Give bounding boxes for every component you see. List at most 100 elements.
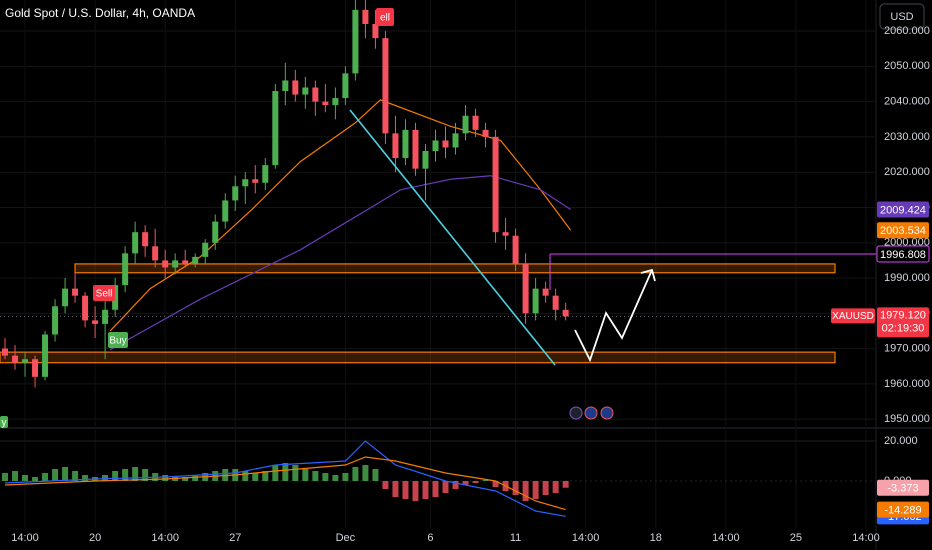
candle-body [292,80,299,95]
candle-body [532,288,539,314]
y-tick-label: 2060.000 [884,25,930,37]
candle-body [422,151,429,169]
symbol: XAUUSD [832,311,874,322]
candle-body [72,288,79,296]
x-tick-label: 25 [790,532,802,544]
candle-body [32,359,39,377]
candle-body [472,115,479,130]
signal-label: y [2,418,7,429]
histogram-bar [522,481,529,501]
y-tick-label: 2020.000 [884,166,930,178]
candle-body [172,260,179,268]
histogram-bar [242,471,249,481]
histogram-bar [72,471,79,481]
histogram-bar [552,481,559,493]
symbol-badge [831,308,875,324]
candle-body [322,101,329,106]
candle-body [92,320,99,324]
candle-body [202,242,209,257]
histogram-bar [452,481,459,489]
candle-body [452,133,459,148]
ma-tag: 2009.424 [880,204,926,216]
histogram-bar [402,481,409,499]
histogram-bar [22,475,29,481]
histogram-tag: -3.373 [887,483,918,495]
candle-body [522,263,529,314]
histogram-bar [312,471,319,481]
candle-body [492,136,499,233]
candle-body [332,98,339,106]
zone [0,351,836,364]
histogram-bar [412,481,419,501]
candle-body [212,221,219,243]
histogram-bar [382,481,389,489]
level-tag: 1996.808 [880,249,926,261]
x-tick-label: 20 [89,532,101,544]
histogram-bar [372,469,379,481]
candle-body [232,186,239,201]
candle-body [272,91,279,166]
histogram-bar [422,481,429,499]
indicator-line [4,440,566,517]
candle-body [132,232,139,254]
x-tick-label: 27 [229,532,241,544]
candle-body [372,23,379,39]
histogram-bar [82,475,89,481]
moving-average [109,175,571,351]
histogram-bar [112,471,119,481]
y2-tick-label: 20.000 [884,435,918,447]
histogram-bar [42,473,49,481]
candle-body [482,129,489,137]
currency-button[interactable] [879,3,925,30]
signal-badge [376,8,394,26]
candle-body [252,179,259,183]
histogram-bar [432,481,439,497]
candle-body [192,256,199,264]
candle-body [392,133,399,159]
x-tick-label: Dec [336,532,356,544]
last-price-tag-bg [877,307,929,338]
histogram-bar [162,475,169,481]
x-tick-label: 14:00 [852,532,880,544]
event-icon [584,406,598,420]
indicator-line [4,456,566,511]
histogram-bar [272,465,279,481]
candle-body [442,140,449,148]
signal-label: Buy [109,336,126,347]
histogram-bar [352,467,359,481]
candle-body [62,288,69,307]
candle-body [402,129,409,159]
candle-body [222,200,229,222]
histogram-bar [512,481,519,495]
candle-body [502,232,509,236]
histogram-bar [132,467,139,481]
histogram-bar [262,471,269,481]
histogram-bar [482,480,489,481]
histogram-bar [332,475,339,481]
candle-body [362,9,369,24]
histogram-bar [542,481,549,495]
histogram-tag-bg [877,479,929,496]
chart-title: Gold Spot / U.S. Dollar, 4h, OANDA [5,6,195,20]
y-tick-label: 2040.000 [884,96,930,108]
candle-body [142,232,149,247]
signal-badge [93,285,115,301]
projection-arrowhead [640,268,656,282]
histogram-bar [362,465,369,481]
candle-body [42,334,49,377]
event-icon [600,406,614,420]
histogram-bar [122,469,129,481]
candle-body [12,355,19,363]
currency[interactable]: USD [890,11,913,23]
candle-body [342,73,349,99]
histogram-bar [322,473,329,481]
histogram-bar [472,481,479,483]
histogram-bar [562,481,569,488]
signal-label: ell [380,13,390,24]
candle-body [102,309,109,324]
x-tick-label: 14:00 [151,532,179,544]
candle-body [302,87,309,95]
last-price-tag: 1979.120 [880,309,926,321]
